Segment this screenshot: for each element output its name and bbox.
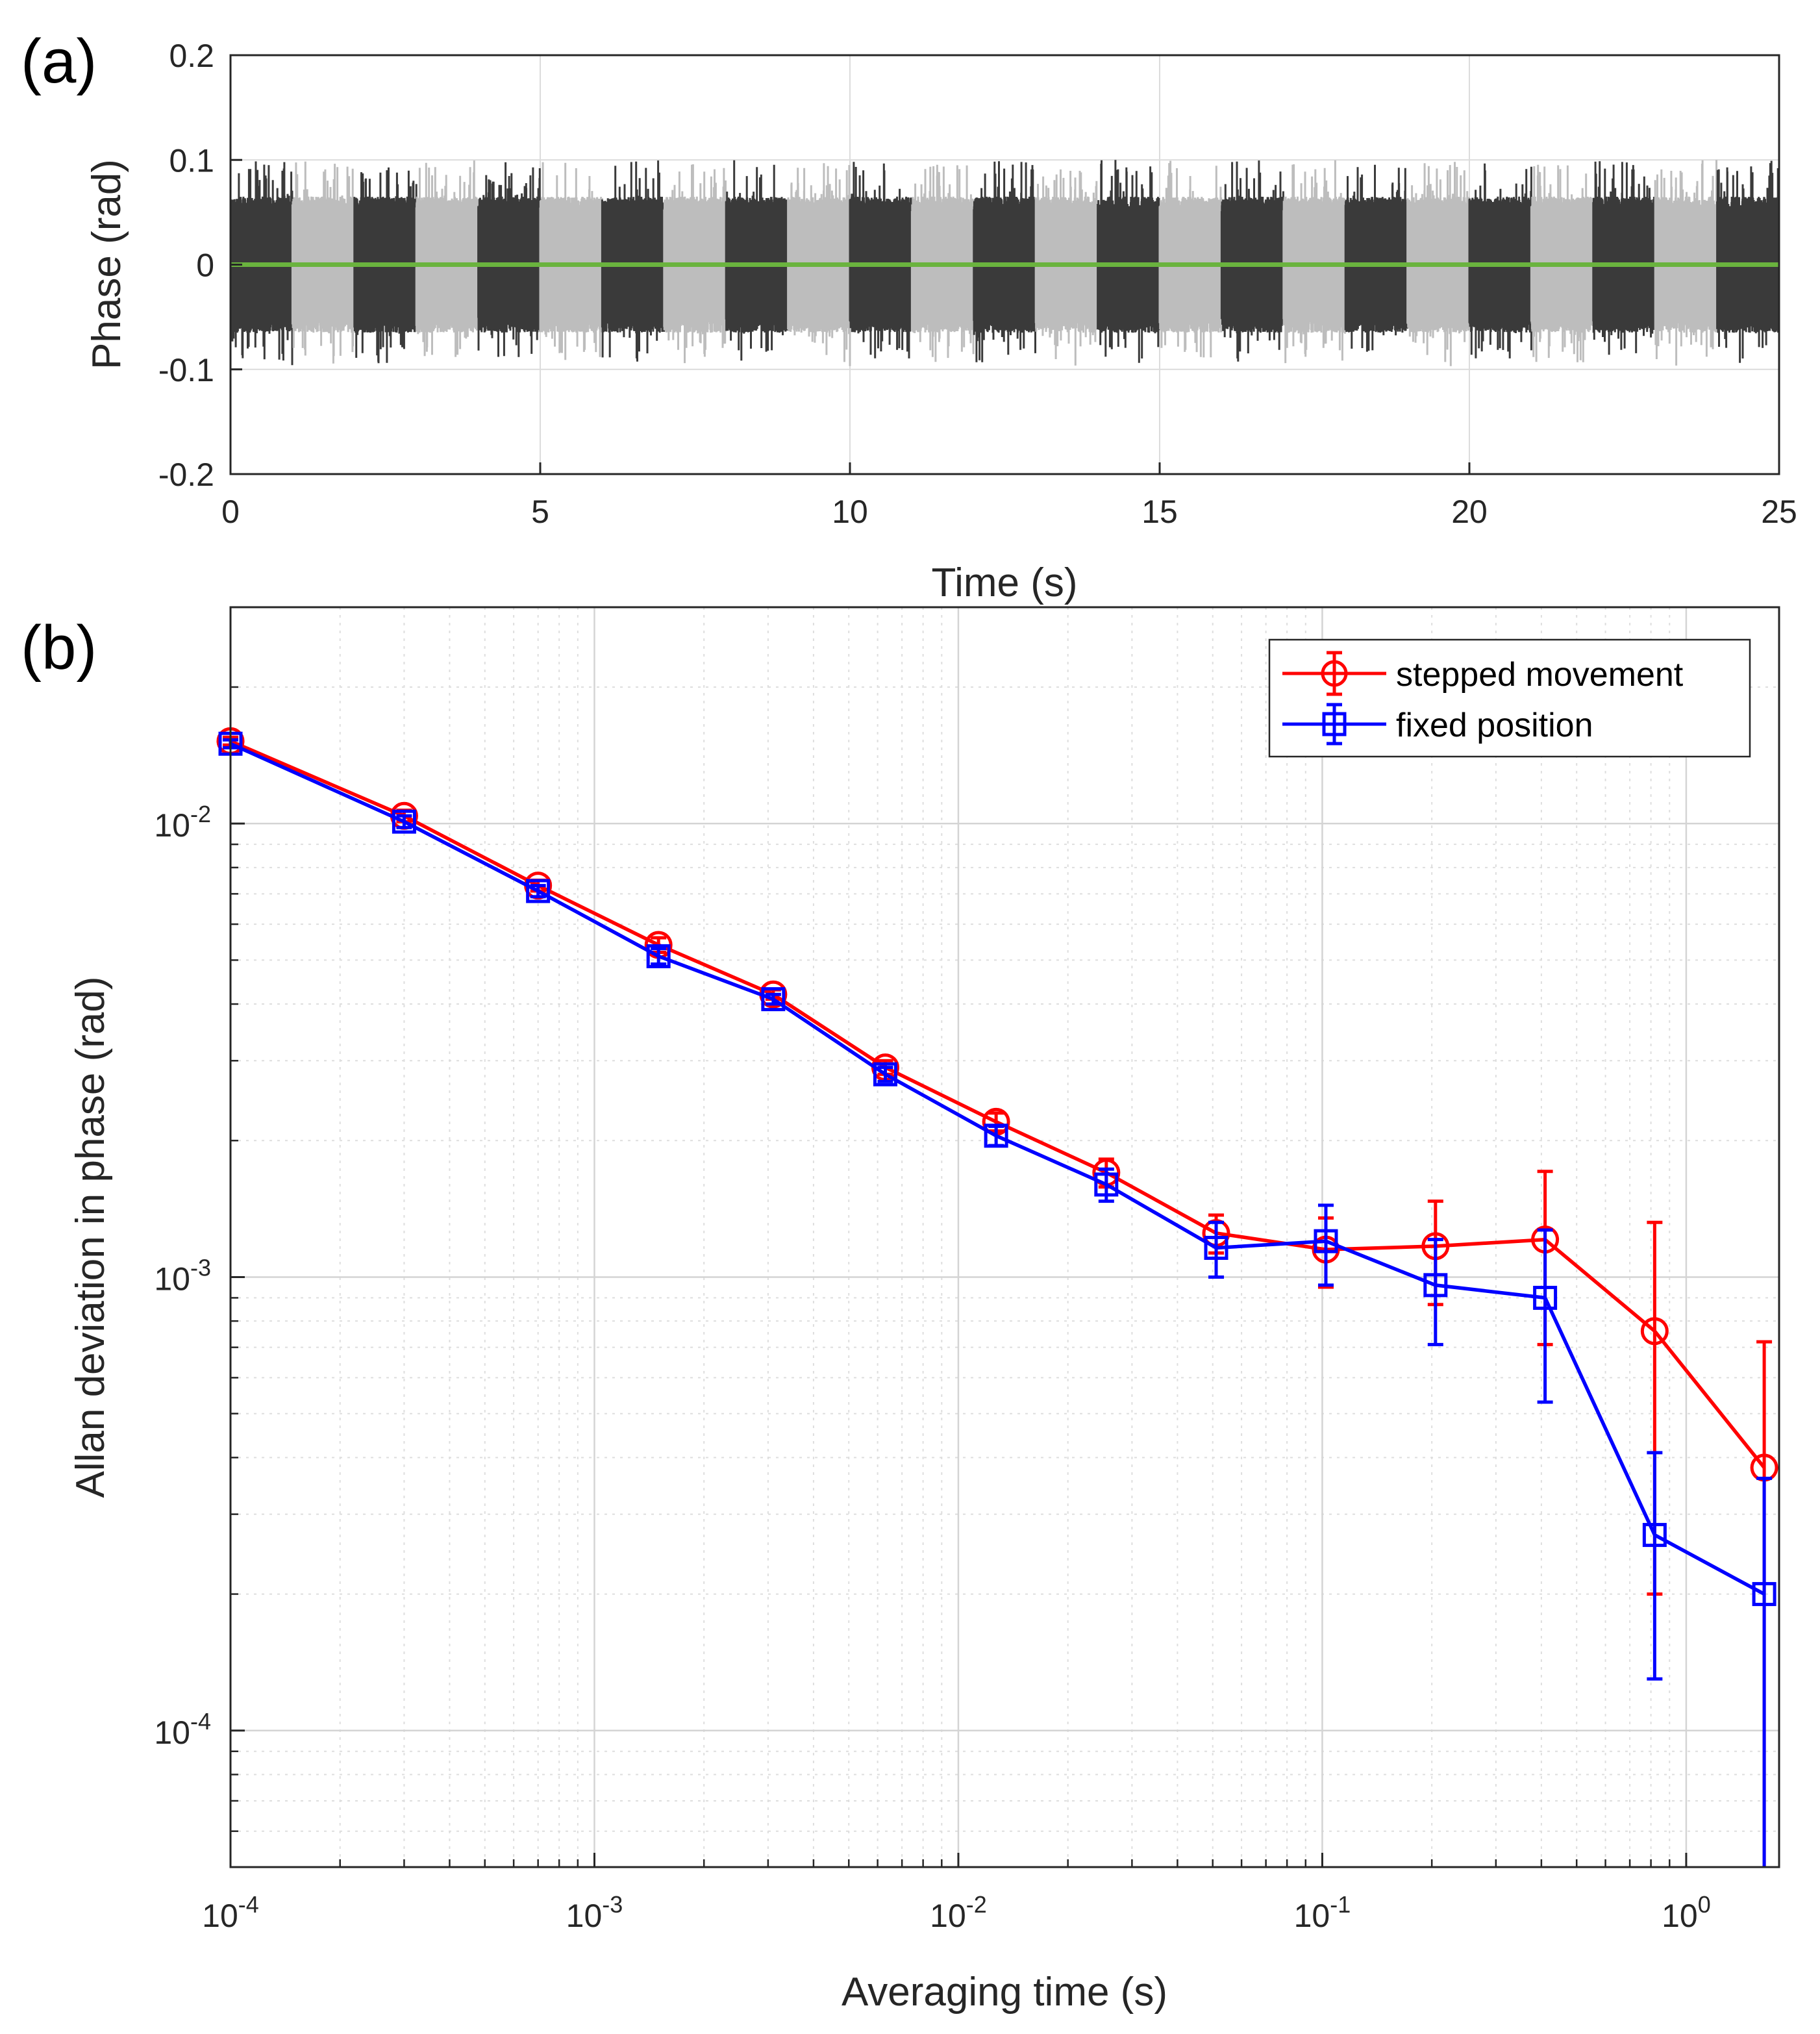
fixed-position-point (526, 879, 551, 903)
panel-b-xtick-label-5: 100 (1662, 1891, 1711, 1934)
fixed-position-point (1314, 1229, 1338, 1253)
panel-a-xtick-label-20: 20 (1451, 494, 1488, 530)
panel-b-label: (b) (21, 613, 97, 683)
panel-b-xtick-label-5-base: 10 (1662, 1898, 1698, 1934)
panel-b-xtick-label-4-base: 10 (1294, 1898, 1330, 1934)
panel-b-ytick-label-1-base: 10 (154, 807, 190, 844)
panel-b-xtick-label-3-base: 10 (930, 1898, 966, 1934)
panel-b-plot-area (231, 607, 1779, 1867)
panel-b-x-axis-title: Averaging time (s) (841, 1970, 1167, 2015)
panel-b-ytick-label-2-base: 10 (154, 1261, 190, 1297)
panel-a-xtick-label-0: 0 (221, 494, 240, 530)
stepped-movement-point (1640, 1317, 1669, 1346)
panel-a-time-series: (a) 0 5 10 15 20 25 0.2 0.1 0 -0.1 -0.2 Time (s) P… (21, 27, 1797, 605)
fixed-position-point (1533, 1285, 1558, 1310)
fixed-position-point (646, 944, 671, 968)
panel-a-xtick-label-5: 5 (531, 494, 549, 530)
panel-a-ytick-label-0: 0 (196, 247, 214, 284)
panel-b-xtick-label-4: 10-1 (1294, 1891, 1351, 1934)
legend: stepped movement fixed position (1268, 638, 1751, 758)
fixed-position-point (873, 1062, 897, 1086)
legend-fixed-position-label: fixed position (1396, 707, 1593, 744)
panel-a-ytick-label-0-1: 0.1 (169, 142, 214, 179)
panel-a-x-axis-title: Time (s) (932, 560, 1078, 605)
panel-b-xtick-label-3-exponent: -2 (966, 1891, 987, 1918)
panel-a-label: (a) (21, 27, 97, 96)
panel-b-xtick-label-2-exponent: -3 (602, 1891, 623, 1918)
legend-fixed-position-marker (1322, 712, 1347, 736)
panel-b-xtick-label-2: 10-3 (566, 1891, 623, 1934)
panel-b-xtick-label-1: 10-4 (202, 1891, 259, 1934)
panel-b-ytick-label-3-base: 10 (154, 1714, 190, 1751)
panel-a-ytick-label-0-2: 0.2 (169, 38, 214, 74)
panel-b-xtick-label-5-exponent: 0 (1698, 1891, 1711, 1918)
panel-b-xtick-label-1-base: 10 (202, 1898, 238, 1934)
panel-b-xtick-label-1-exponent: -4 (238, 1891, 259, 1918)
panel-b-grid (229, 607, 1779, 1867)
legend-entry-stepped-movement: stepped movement (1282, 651, 1684, 696)
panel-b-ytick-label-2-exponent: -3 (190, 1254, 211, 1281)
panel-a-xtick-label-10: 10 (832, 494, 868, 530)
fixed-position-line (229, 742, 1765, 1596)
fixed-position-point (1094, 1172, 1119, 1197)
legend-stepped-movement-marker (1321, 660, 1348, 687)
panel-a-y-axis-title: Phase (rad) (84, 159, 129, 370)
legend-entry-fixed-position: fixed position (1282, 703, 1593, 746)
panel-b-xtick-label-4-exponent: -1 (1330, 1891, 1351, 1918)
stepped-movement-line (229, 739, 1766, 1469)
fixed-position-point (761, 987, 786, 1012)
panel-a-ytick-label-0-2: -0.2 (158, 457, 214, 493)
fixed-position-point (392, 809, 416, 834)
panel-b-ytick-label-1-exponent: -2 (190, 801, 211, 827)
fixed-position-point (1423, 1273, 1448, 1298)
fixed-position-point (984, 1124, 1008, 1148)
panel-b-ytick-label-2: 10-3 (154, 1254, 211, 1297)
panel-b-xtick-label-2-base: 10 (566, 1898, 603, 1934)
panel-b-y-axis-title: Allan deviation in phase (rad) (68, 976, 113, 1498)
legend-box (1268, 638, 1751, 758)
panel-b-xtick-label-3: 10-2 (930, 1891, 987, 1934)
fixed-position-point (1204, 1235, 1228, 1260)
fixed-position-point (1752, 1582, 1776, 1607)
panel-b-axes-box (229, 606, 1780, 1868)
legend-stepped-movement-label: stepped movement (1396, 656, 1684, 694)
panel-b-ytick-label-3: 10-4 (154, 1708, 211, 1751)
panel-b-ytick-label-3-exponent: -4 (190, 1708, 211, 1735)
fixed-position-point (1642, 1523, 1667, 1548)
panel-b-ytick-label-1: 10-2 (154, 801, 211, 844)
panel-a-ticks: 0 5 10 15 20 25 0.2 0.1 0 -0.1 -0.2 (158, 38, 1797, 530)
panel-a-xtick-label-25: 25 (1761, 494, 1797, 530)
panel-a-ytick-label-0-1: -0.1 (158, 352, 214, 388)
panel-a-xtick-label-15: 15 (1141, 494, 1178, 530)
panel-b-series (216, 727, 1778, 1867)
